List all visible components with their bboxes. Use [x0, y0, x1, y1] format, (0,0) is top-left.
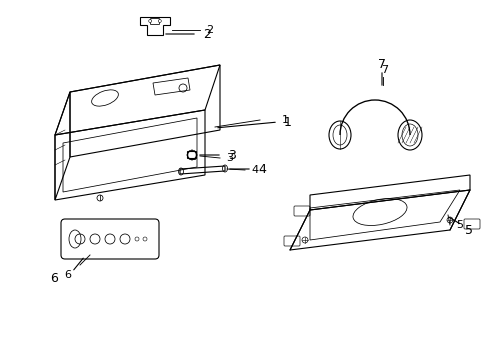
Text: 7: 7: [381, 65, 388, 75]
Text: 3: 3: [227, 149, 235, 162]
Text: 4: 4: [258, 162, 265, 176]
Circle shape: [148, 19, 151, 23]
Text: 5: 5: [456, 220, 463, 230]
Text: 4: 4: [251, 165, 258, 175]
Text: 5: 5: [464, 224, 472, 237]
Circle shape: [158, 19, 161, 23]
Text: 2: 2: [203, 27, 210, 41]
Text: 6: 6: [50, 271, 58, 284]
Text: 3: 3: [226, 153, 233, 163]
Text: 1: 1: [281, 115, 288, 125]
Text: 7: 7: [377, 58, 385, 71]
Text: 6: 6: [64, 270, 71, 280]
Text: 1: 1: [284, 116, 291, 129]
Text: 2: 2: [206, 25, 213, 35]
